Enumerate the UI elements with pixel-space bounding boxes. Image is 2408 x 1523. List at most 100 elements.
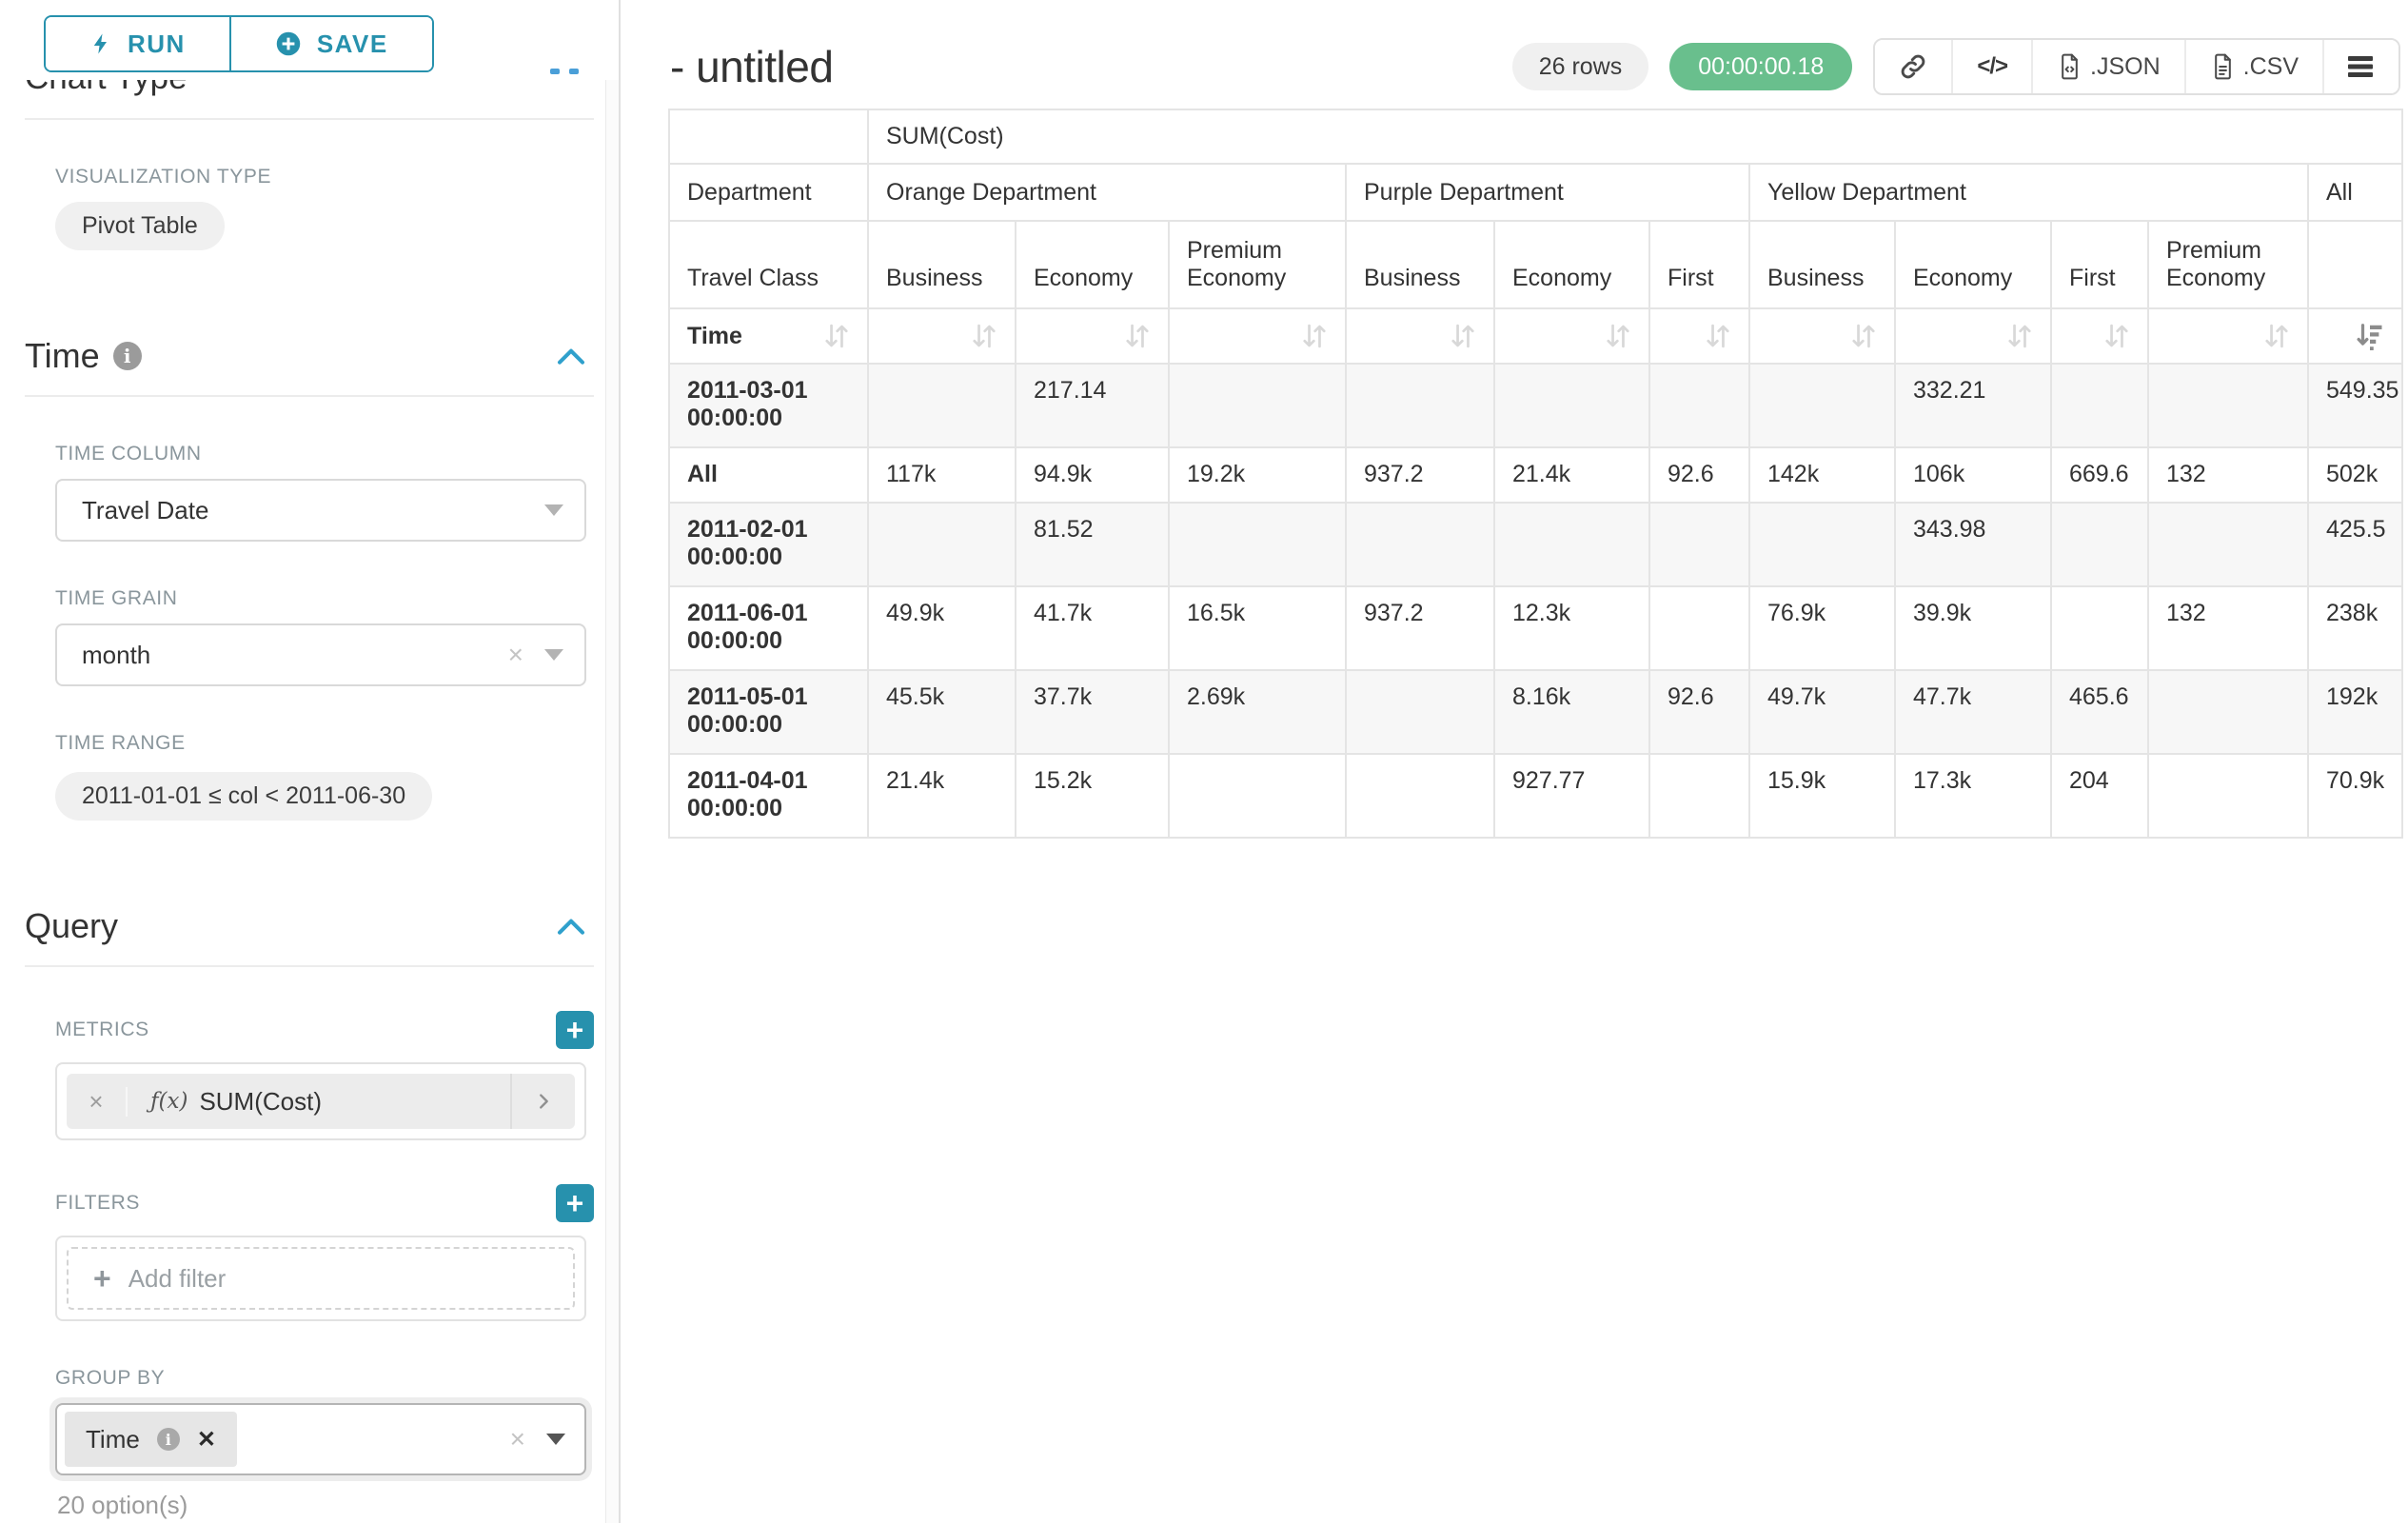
value-cell: 92.6 — [1648, 669, 1750, 755]
value-cell — [2147, 753, 2309, 839]
clear-icon[interactable]: × — [509, 1424, 525, 1454]
value-cell: 549.35 — [2306, 363, 2404, 448]
row-header-cell: 2011-03-01 00:00:00 — [668, 363, 869, 448]
value-cell: 39.9k — [1894, 585, 2052, 671]
remove-metric-icon[interactable]: × — [67, 1086, 128, 1117]
column-sort-header[interactable] — [2147, 307, 2309, 365]
time-sort-header[interactable]: Time — [668, 307, 869, 365]
add-filter-plus-button[interactable]: + — [556, 1184, 594, 1222]
add-filter-button[interactable]: + Add filter — [67, 1247, 575, 1310]
column-sort-header[interactable] — [2050, 307, 2149, 365]
run-button[interactable]: RUN — [46, 17, 229, 70]
group-by-options-hint: 20 option(s) — [57, 1491, 188, 1519]
value-cell — [2147, 502, 2309, 587]
viz-type-pill[interactable]: Pivot Table — [55, 202, 225, 250]
metric-chip[interactable]: × ƒ(x) SUM(Cost) — [67, 1074, 575, 1129]
chevron-up-icon[interactable] — [556, 346, 586, 366]
value-cell: 17.3k — [1894, 753, 2052, 839]
sort-icon — [1852, 324, 1875, 348]
chevron-down-icon — [544, 504, 563, 516]
value-cell — [1345, 669, 1495, 755]
sidebar-scrollbar[interactable] — [605, 0, 619, 1523]
visualization-type-label: VISUALIZATION TYPE — [55, 166, 272, 188]
column-header: Premium Economy — [1168, 220, 1347, 309]
time-column-select[interactable]: Travel Date — [55, 479, 586, 542]
value-cell — [1648, 753, 1750, 839]
value-cell: 15.9k — [1748, 753, 1896, 839]
info-icon: i — [156, 1428, 180, 1451]
sort-icon — [1126, 324, 1149, 348]
sort-desc-icon — [2357, 324, 2382, 350]
value-cell: 70.9k — [2306, 753, 2404, 839]
group-by-chip[interactable]: Time i ✕ — [65, 1412, 237, 1467]
info-icon: i — [112, 342, 142, 370]
chip-label: Time — [86, 1424, 140, 1454]
column-sort-header[interactable] — [1748, 307, 1896, 365]
value-cell: 16.5k — [1168, 585, 1347, 671]
column-group-row: Department Orange Department Purple Depart… — [668, 163, 2404, 222]
value-cell: 45.5k — [867, 669, 1016, 755]
chevron-down-icon — [544, 649, 563, 661]
clear-icon[interactable]: × — [507, 640, 523, 669]
time-grain-select[interactable]: month × — [55, 623, 586, 686]
value-cell — [867, 363, 1016, 448]
add-metric-button[interactable]: + — [556, 1011, 594, 1049]
hamburger-menu-icon — [2348, 56, 2373, 77]
value-cell — [1345, 363, 1495, 448]
share-link-button[interactable] — [1875, 40, 1952, 93]
query-section-header[interactable]: Query — [25, 906, 586, 946]
column-sort-header[interactable] — [1168, 307, 1347, 365]
time-grain-label: TIME GRAIN — [55, 587, 178, 609]
export-json-button[interactable]: .JSON — [2031, 40, 2184, 93]
value-cell — [1648, 363, 1750, 448]
save-button[interactable]: SAVE — [228, 17, 432, 70]
time-section-header[interactable]: Time i — [25, 336, 586, 376]
embed-code-button[interactable]: </> — [1951, 40, 2032, 93]
column-sort-header[interactable] — [1493, 307, 1650, 365]
column-sort-header[interactable] — [1894, 307, 2052, 365]
sort-icon — [825, 324, 848, 348]
value-cell: 21.4k — [1493, 446, 1650, 504]
time-range-pill[interactable]: 2011-01-01 ≤ col < 2011-06-30 — [55, 772, 433, 821]
filters-label: FILTERS — [55, 1192, 140, 1214]
column-sort-header[interactable] — [1648, 307, 1750, 365]
value-cell — [2147, 363, 2309, 448]
clipped-blue-icon — [550, 69, 560, 74]
value-cell — [1493, 363, 1650, 448]
sort-icon — [2105, 324, 2128, 348]
group-by-select[interactable]: Time i ✕ × — [55, 1403, 586, 1475]
column-sort-header[interactable] — [1345, 307, 1495, 365]
chevron-right-icon — [540, 1094, 548, 1109]
section-divider — [25, 395, 594, 397]
header-actions: 26 rows 00:00:00.18 </> .JSON .CSV — [1511, 38, 2400, 95]
column-sort-header[interactable] — [867, 307, 1016, 365]
value-cell — [1648, 502, 1750, 587]
expand-metric-button[interactable] — [510, 1074, 575, 1129]
row-header-cell: All — [668, 446, 869, 504]
section-divider — [25, 965, 594, 967]
sort-icon — [2008, 324, 2031, 348]
more-menu-button[interactable] — [2322, 40, 2398, 93]
column-header: Economy — [1015, 220, 1170, 309]
sort-icon — [1303, 324, 1326, 348]
column-sort-header[interactable] — [1015, 307, 1170, 365]
remove-chip-icon[interactable]: ✕ — [196, 1426, 216, 1453]
value-cell — [1168, 502, 1347, 587]
plus-circle-icon — [276, 31, 301, 56]
row-header-cell: 2011-05-01 00:00:00 — [668, 669, 869, 755]
table-row: 2011-03-01 00:00:00 217.14 332.21 549.35 — [668, 363, 2404, 448]
column-group-header: Yellow Department — [1748, 163, 2309, 222]
row-count-badge: 26 rows — [1511, 43, 1649, 90]
sort-icon — [2265, 324, 2288, 348]
query-timer-badge: 00:00:00.18 — [1669, 43, 1853, 90]
scrolled-section-heading: Chart Type — [0, 80, 619, 99]
table-row: All 117k 94.9k 19.2k 937.2 21.4k 92.6 142k 106k 6… — [668, 446, 2404, 504]
export-csv-button[interactable]: .CSV — [2183, 40, 2322, 93]
file-text-icon — [2214, 53, 2231, 80]
value-cell: 132 — [2147, 446, 2309, 504]
chevron-up-icon[interactable] — [556, 916, 586, 937]
column-header: Business — [867, 220, 1016, 309]
column-group-header: Orange Department — [867, 163, 1347, 222]
column-sort-header[interactable] — [2306, 307, 2404, 365]
value-cell — [1345, 502, 1495, 587]
